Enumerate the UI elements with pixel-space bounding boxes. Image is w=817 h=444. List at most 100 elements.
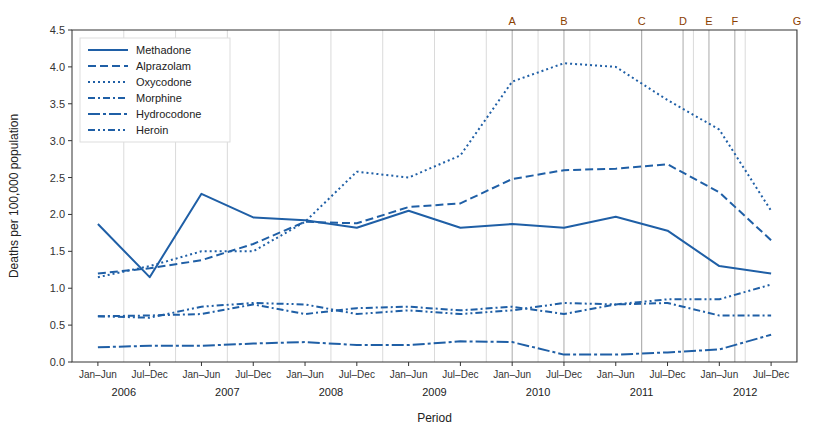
y-tick-label: 1.5 bbox=[50, 245, 65, 257]
x-tick-label: Jul–Dec bbox=[753, 369, 789, 380]
y-tick-label: 1.0 bbox=[50, 282, 65, 294]
x-tick-label: Jan–Jun bbox=[493, 369, 531, 380]
x-tick bbox=[97, 362, 98, 366]
x-axis: Jan–Jun Jul–Dec Jan–Jun Jul–Dec Jan–Jun Jul–D… bbox=[79, 362, 789, 398]
separator bbox=[589, 30, 590, 362]
event-line bbox=[512, 30, 513, 362]
y-tick bbox=[68, 214, 72, 215]
x-tick bbox=[512, 362, 513, 366]
event-label: C bbox=[638, 15, 646, 27]
separator bbox=[434, 30, 435, 362]
event-label: G bbox=[793, 15, 802, 27]
x-tick bbox=[201, 362, 202, 366]
y-tick-label: 2.0 bbox=[50, 208, 65, 220]
chart: 0.0 0.5 1.0 1.5 2.0 2.5 3.0 3.5 4.0 4.5 Deaths per… bbox=[0, 0, 817, 444]
y-tick-label: 3.0 bbox=[50, 135, 65, 147]
legend-background bbox=[80, 38, 230, 142]
y-tick-label: 3.5 bbox=[50, 98, 65, 110]
event-line bbox=[734, 30, 735, 362]
legend-label: Hydrocodone bbox=[136, 108, 201, 120]
x-tick bbox=[771, 362, 772, 366]
x-tick-label: Jul–Dec bbox=[339, 369, 375, 380]
y-axis-label: Deaths per 100,000 population bbox=[7, 114, 21, 278]
x-tick bbox=[615, 362, 616, 366]
series-line bbox=[98, 303, 771, 316]
x-tick-label: Jan–Jun bbox=[700, 369, 738, 380]
separator bbox=[693, 30, 694, 362]
x-axis-label: Period bbox=[417, 411, 452, 425]
x-tick bbox=[719, 362, 720, 366]
separator bbox=[538, 30, 539, 362]
x-tick-label: Jul–Dec bbox=[649, 369, 685, 380]
x-tick bbox=[460, 362, 461, 366]
y-tick bbox=[68, 177, 72, 178]
year-label: 2011 bbox=[630, 386, 654, 398]
y-tick bbox=[68, 288, 72, 289]
x-tick bbox=[667, 362, 668, 366]
legend-swatch bbox=[88, 49, 128, 51]
legend-swatch bbox=[88, 97, 128, 99]
x-tick bbox=[356, 362, 357, 366]
x-tick bbox=[408, 362, 409, 366]
event-label: E bbox=[705, 15, 712, 27]
x-tick bbox=[563, 362, 564, 366]
year-label: 2012 bbox=[733, 386, 757, 398]
y-tick-label: 0.5 bbox=[50, 319, 65, 331]
series-line bbox=[98, 285, 771, 318]
legend-swatch bbox=[88, 81, 128, 83]
y-tick bbox=[68, 66, 72, 67]
separator bbox=[745, 30, 746, 362]
y-tick-label: 4.0 bbox=[50, 61, 65, 73]
series-line bbox=[98, 335, 771, 355]
x-tick-label: Jul–Dec bbox=[235, 369, 271, 380]
y-tick-label: 4.5 bbox=[50, 24, 65, 36]
legend-swatch bbox=[88, 129, 128, 131]
y-tick bbox=[68, 103, 72, 104]
x-tick bbox=[149, 362, 150, 366]
event-label: A bbox=[509, 15, 517, 27]
x-tick-label: Jul–Dec bbox=[442, 369, 478, 380]
year-label: 2009 bbox=[422, 386, 446, 398]
event-label: F bbox=[731, 15, 738, 27]
legend: Methadone Alprazolam Oxycodone Morphine Hydr… bbox=[80, 38, 230, 142]
x-tick-label: Jul–Dec bbox=[546, 369, 582, 380]
x-tick-label: Jan–Jun bbox=[390, 369, 428, 380]
year-label: 2008 bbox=[319, 386, 343, 398]
x-tick bbox=[305, 362, 306, 366]
plot-frame bbox=[72, 30, 797, 362]
year-label: 2007 bbox=[215, 386, 239, 398]
y-tick-label: 2.5 bbox=[50, 172, 65, 184]
y-tick bbox=[68, 140, 72, 141]
legend-label: Morphine bbox=[136, 92, 182, 104]
plot-background bbox=[72, 30, 797, 362]
legend-label: Methadone bbox=[136, 44, 191, 56]
y-tick bbox=[68, 325, 72, 326]
y-tick bbox=[68, 30, 72, 31]
event-line bbox=[683, 30, 684, 362]
separator bbox=[641, 30, 642, 362]
legend-label: Heroin bbox=[136, 124, 168, 136]
y-tick bbox=[68, 362, 72, 363]
x-tick-label: Jan–Jun bbox=[79, 369, 117, 380]
annotations bbox=[512, 30, 797, 362]
x-tick-label: Jan–Jun bbox=[597, 369, 635, 380]
y-tick bbox=[68, 251, 72, 252]
x-tick bbox=[253, 362, 254, 366]
legend-swatch bbox=[88, 113, 128, 115]
x-tick-label: Jan–Jun bbox=[183, 369, 221, 380]
x-tick-label: Jul–Dec bbox=[132, 369, 168, 380]
event-line bbox=[563, 30, 564, 362]
year-label: 2010 bbox=[526, 386, 550, 398]
series-line bbox=[98, 194, 771, 277]
y-tick-label: 0.0 bbox=[50, 356, 65, 368]
separator bbox=[279, 30, 280, 362]
event-label: B bbox=[560, 15, 567, 27]
legend-label: Oxycodone bbox=[136, 76, 192, 88]
legend-label: Alprazolam bbox=[136, 60, 191, 72]
event-label: D bbox=[679, 15, 687, 27]
legend-swatch bbox=[88, 65, 128, 67]
y-axis: 0.0 0.5 1.0 1.5 2.0 2.5 3.0 3.5 4.0 4.5 bbox=[50, 24, 72, 368]
series-line bbox=[98, 164, 771, 273]
event-line bbox=[641, 30, 642, 362]
x-tick-label: Jan–Jun bbox=[286, 369, 324, 380]
